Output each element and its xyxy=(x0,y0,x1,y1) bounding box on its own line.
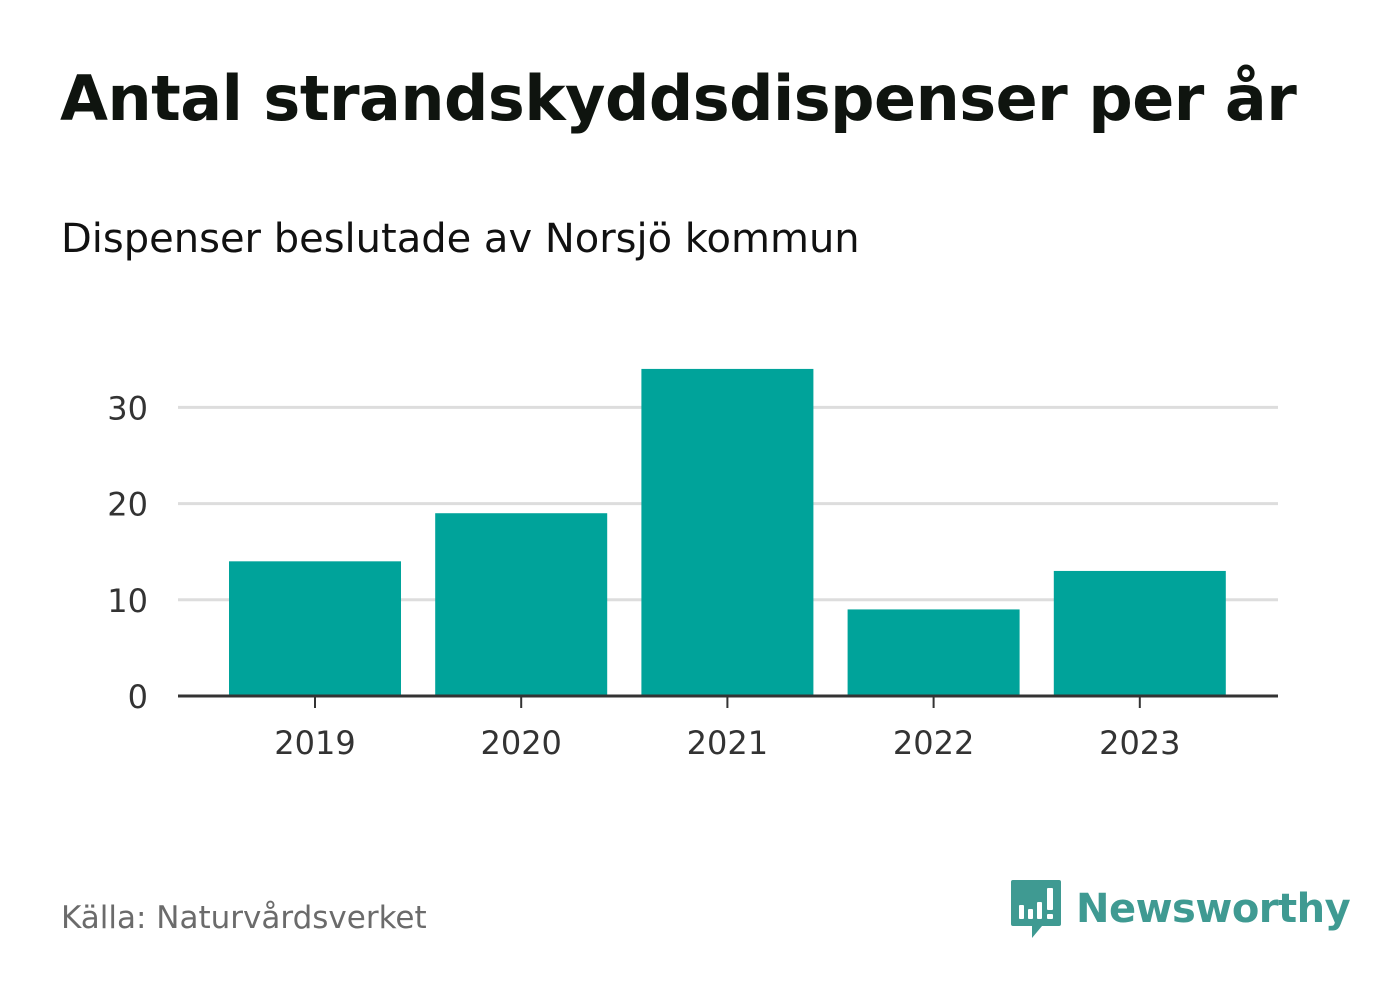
y-tick-label-30: 30 xyxy=(107,389,148,427)
x-tick-label-2022: 2022 xyxy=(893,724,974,762)
bar-2021 xyxy=(641,368,814,696)
brand-logo: Newsworthy xyxy=(1010,878,1351,940)
bar-2023 xyxy=(1053,570,1226,696)
x-tick-label-2023: 2023 xyxy=(1099,724,1180,762)
bar-2022 xyxy=(847,609,1020,696)
bars xyxy=(229,368,1226,696)
tick-labels: 0 10 20 30 2019 2020 2021 2022 2023 xyxy=(107,389,1180,762)
bar-2020 xyxy=(435,513,608,696)
brand-name: Newsworthy xyxy=(1076,886,1351,932)
chart-title: Antal strandskyddsdispenser per år xyxy=(60,62,1297,135)
newsworthy-logo-icon xyxy=(1011,880,1061,938)
y-tick-label-10: 10 xyxy=(107,582,148,620)
chart-subtitle: Dispenser beslutade av Norsjö kommun xyxy=(61,216,860,262)
x-tick-label-2021: 2021 xyxy=(687,724,768,762)
y-tick-label-20: 20 xyxy=(107,486,148,524)
axes xyxy=(178,694,1278,708)
x-tick-label-2019: 2019 xyxy=(274,724,355,762)
source-note: Källa: Naturvårdsverket xyxy=(61,900,427,936)
x-tick-label-2020: 2020 xyxy=(480,724,561,762)
bar-2019 xyxy=(229,561,401,696)
y-tick-label-0: 0 xyxy=(128,678,148,716)
